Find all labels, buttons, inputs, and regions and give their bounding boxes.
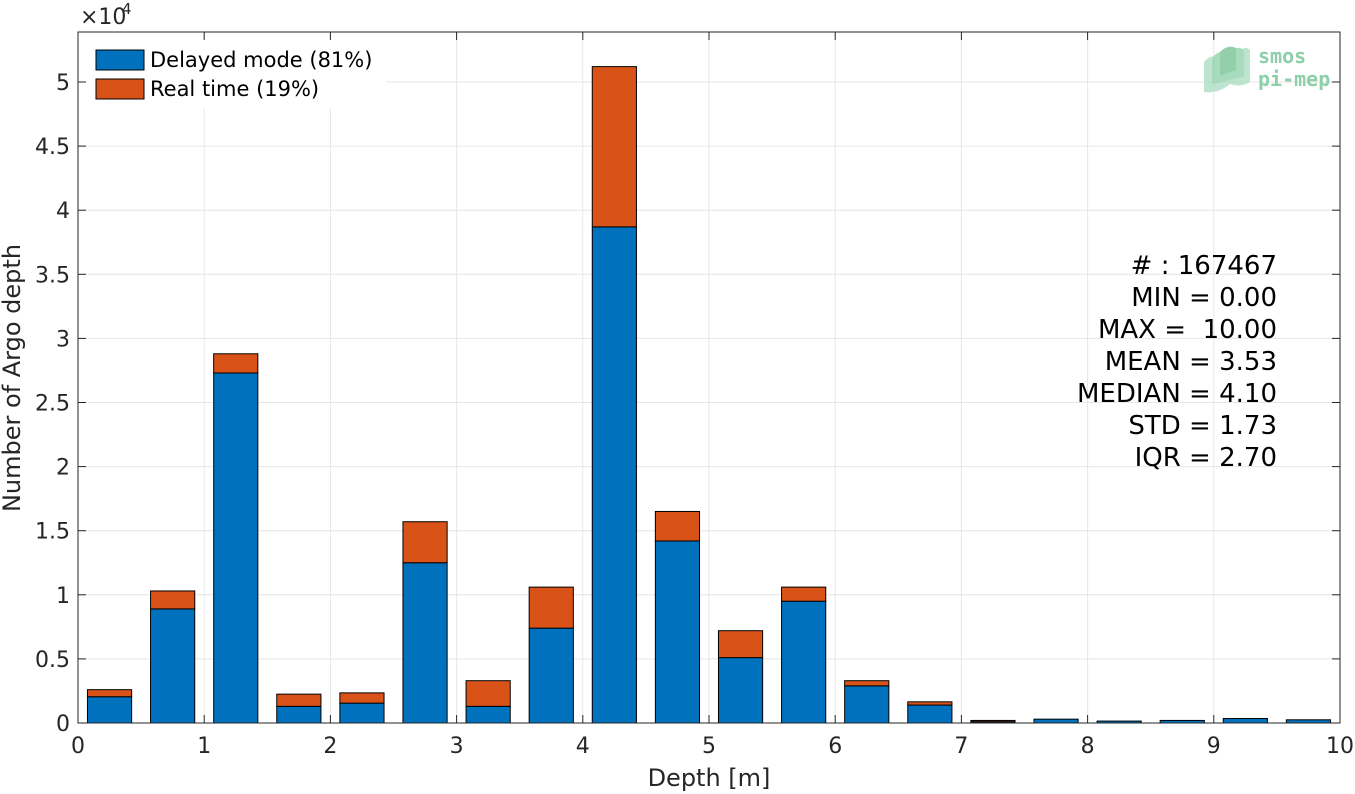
y-tick-label: 3 <box>56 327 70 352</box>
bar-real-time <box>654 510 701 542</box>
y-exponent-power: 4 <box>122 0 132 18</box>
x-tick-label: 8 <box>1081 734 1095 759</box>
bar-delayed-mode <box>717 657 764 724</box>
bar-delayed-mode <box>1033 718 1079 724</box>
x-tick-label: 0 <box>71 734 85 759</box>
bar-real-time <box>402 521 448 564</box>
legend: Delayed mode (81%) Real time (19%) <box>86 40 386 108</box>
x-tick-label: 7 <box>954 734 968 759</box>
bar-real-time <box>276 693 322 707</box>
bar-delayed-mode <box>591 226 637 724</box>
bar-delayed-mode <box>907 704 953 724</box>
x-tick-label: 10 <box>1326 734 1354 759</box>
x-tick-label: 6 <box>828 734 842 759</box>
bar-real-time <box>86 689 133 698</box>
bar-real-time <box>150 590 196 610</box>
x-tick-label: 1 <box>197 734 211 759</box>
stat-min: MIN = 0.00 <box>1131 283 1277 313</box>
y-tick-label: 5 <box>56 71 70 96</box>
bar-real-time <box>717 630 764 659</box>
bar-real-time <box>465 680 511 707</box>
bar-delayed-mode <box>781 600 827 724</box>
bar-delayed-mode <box>844 685 890 724</box>
bars-group <box>86 66 1332 724</box>
stat-std: STD = 1.73 <box>1128 411 1277 441</box>
bar-real-time <box>339 692 385 704</box>
legend-swatch-delayed <box>95 49 145 71</box>
bar-delayed-mode <box>528 627 574 724</box>
bar-delayed-mode <box>465 705 511 724</box>
stat-iqr: IQR = 2.70 <box>1135 443 1277 473</box>
bar-real-time <box>528 586 574 629</box>
stat-max: MAX = 10.00 <box>1098 315 1277 345</box>
y-tick-label: 4.5 <box>35 135 70 160</box>
y-exponent-label: ×10 <box>80 5 126 30</box>
bar-delayed-mode <box>276 705 322 724</box>
y-axis-label: Number of Argo depth <box>0 244 26 512</box>
y-tick-label: 2.5 <box>35 391 70 416</box>
x-tick-labels: 0 1 2 3 4 5 6 7 8 9 10 <box>71 734 1354 759</box>
bar-real-time <box>781 586 827 602</box>
y-tick-label: 2 <box>56 456 70 481</box>
bar-delayed-mode <box>213 372 259 724</box>
stat-mean: MEAN = 3.53 <box>1105 347 1277 377</box>
y-tick-labels: 0 0.5 1 1.5 2 2.5 3 3.5 4 4.5 5 <box>35 71 70 737</box>
x-axis-label: Depth [m] <box>648 764 771 792</box>
bar-delayed-mode <box>339 702 385 724</box>
x-tick-label: 9 <box>1207 734 1221 759</box>
tick-marks <box>77 32 1341 724</box>
bar-delayed-mode <box>1222 718 1268 724</box>
stat-median: MEDIAN = 4.10 <box>1077 379 1277 409</box>
bar-real-time <box>907 701 953 706</box>
legend-label-realtime: Real time (19%) <box>150 77 319 101</box>
bar-delayed-mode <box>654 540 701 724</box>
y-tick-label: 0 <box>56 712 70 737</box>
y-tick-label: 0.5 <box>35 648 70 673</box>
bar-delayed-mode <box>150 608 196 724</box>
x-tick-label: 5 <box>702 734 716 759</box>
y-tick-label: 1 <box>56 584 70 609</box>
smos-pi-mep-logo: smos pi-mep <box>1204 44 1330 93</box>
y-tick-label: 3.5 <box>35 263 70 288</box>
y-tick-label: 4 <box>56 199 70 224</box>
legend-swatch-realtime <box>95 78 145 100</box>
bar-real-time <box>844 680 890 687</box>
bar-real-time <box>591 66 637 228</box>
stat-count: # : 167467 <box>1131 251 1277 281</box>
x-tick-label: 4 <box>576 734 590 759</box>
logo-text-smos: smos <box>1258 44 1306 68</box>
bar-real-time <box>970 719 1016 723</box>
bar-delayed-mode <box>402 562 448 724</box>
x-tick-label: 2 <box>323 734 337 759</box>
bar-real-time <box>213 353 259 374</box>
y-tick-label: 1.5 <box>35 520 70 545</box>
stats-annotation: # : 167467 MIN = 0.00 MAX = 10.00 MEAN =… <box>1077 251 1277 473</box>
logo-text-pi-mep: pi-mep <box>1258 67 1330 91</box>
bar-delayed-mode <box>86 696 133 724</box>
x-tick-label: 3 <box>450 734 464 759</box>
legend-label-delayed: Delayed mode (81%) <box>150 48 372 72</box>
wave-icon <box>1204 46 1250 93</box>
